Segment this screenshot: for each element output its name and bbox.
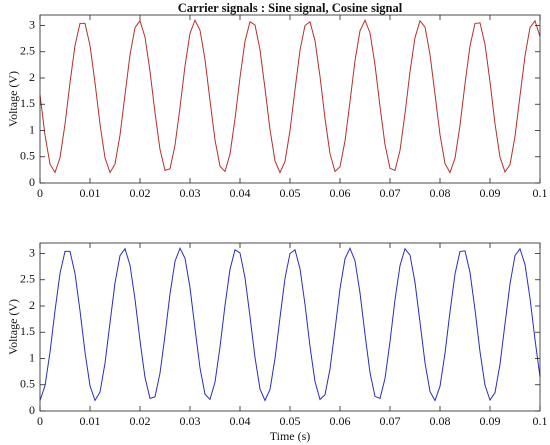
x-tick-label: 0.04	[230, 186, 251, 200]
y-tick-label: 2	[29, 70, 35, 84]
x-tick-label: 0.07	[380, 186, 401, 200]
y-tick-label: 2.5	[20, 272, 35, 286]
plot-area	[40, 243, 540, 411]
y-tick-label: 2	[29, 298, 35, 312]
x-tick-label: 0	[37, 186, 43, 200]
y-tick-label: 0.5	[20, 149, 35, 163]
y-tick-label: 2.5	[20, 44, 35, 58]
chart-title: Carrier signals : Sine signal, Cosine si…	[178, 1, 403, 15]
x-tick-label: 0.06	[330, 186, 351, 200]
y-tick-label: 0.5	[20, 377, 35, 391]
y-tick-label: 3	[29, 245, 35, 259]
y-tick-label: 1	[29, 122, 35, 136]
x-tick-label: 0.03	[180, 186, 201, 200]
y-tick-label: 0	[29, 403, 35, 417]
signal-line	[39, 246, 541, 402]
plot-area	[40, 15, 540, 183]
y-axis-label: Voltage (V)	[6, 299, 20, 355]
x-tick-label: 0.1	[533, 414, 548, 428]
x-tick-label: 0.01	[80, 414, 101, 428]
x-tick-label: 0.1	[533, 186, 548, 200]
signal-line	[39, 18, 541, 174]
x-tick-label: 0.07	[380, 414, 401, 428]
y-tick-label: 1.5	[20, 324, 35, 338]
x-tick-label: 0.02	[130, 186, 151, 200]
y-tick-label: 3	[29, 17, 35, 31]
x-tick-label: 0.05	[280, 414, 301, 428]
y-tick-label: 1.5	[20, 96, 35, 110]
x-tick-label: 0.06	[330, 414, 351, 428]
x-tick-label: 0.09	[480, 414, 501, 428]
x-tick-label: 0.09	[480, 186, 501, 200]
y-axis-label: Voltage (V)	[6, 71, 20, 127]
x-tick-label: 0.08	[430, 414, 451, 428]
x-axis-label: Time (s)	[270, 429, 311, 443]
x-tick-label: 0.08	[430, 186, 451, 200]
x-tick-label: 0	[37, 414, 43, 428]
x-tick-label: 0.03	[180, 414, 201, 428]
x-tick-label: 0.02	[130, 414, 151, 428]
y-tick-label: 1	[29, 350, 35, 364]
x-tick-label: 0.01	[80, 186, 101, 200]
y-tick-label: 0	[29, 175, 35, 189]
x-tick-label: 0.05	[280, 186, 301, 200]
x-tick-label: 0.04	[230, 414, 251, 428]
